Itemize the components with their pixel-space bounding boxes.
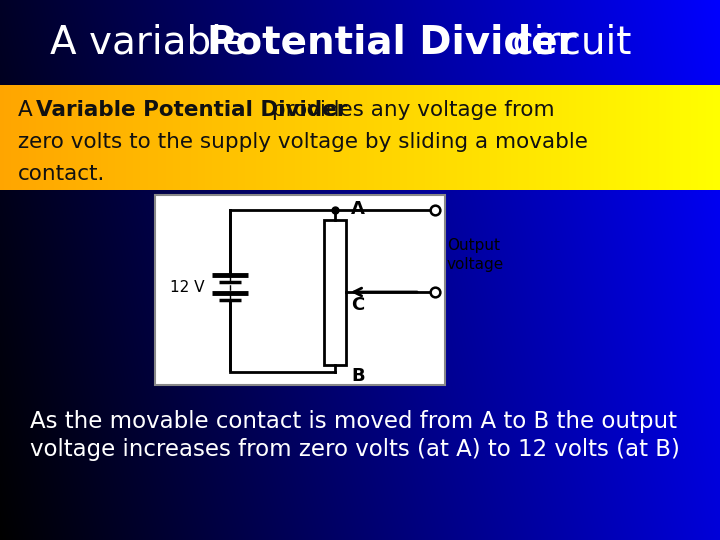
Text: A: A [351,200,365,218]
Text: contact.: contact. [18,164,105,184]
Bar [324,220,346,365]
Text: C: C [351,296,364,314]
Text: Output
voltage: Output voltage [447,238,504,272]
Text: circuit: circuit [500,24,631,62]
Text: A variable: A variable [50,24,258,62]
Text: As the movable contact is moved from A to B the output: As the movable contact is moved from A t… [30,410,677,433]
Text: Potential Divider: Potential Divider [207,24,577,62]
Text: zero volts to the supply voltage by sliding a movable: zero volts to the supply voltage by slid… [18,132,588,152]
Text: Variable Potential Divider: Variable Potential Divider [36,100,347,120]
Text: 12 V: 12 V [171,280,205,295]
Text: A: A [18,100,40,120]
Bar [155,195,445,385]
Text: provides any voltage from: provides any voltage from [265,100,554,120]
Text: voltage increases from zero volts (at A) to 12 volts (at B): voltage increases from zero volts (at A)… [30,438,680,461]
Text: B: B [351,367,364,385]
